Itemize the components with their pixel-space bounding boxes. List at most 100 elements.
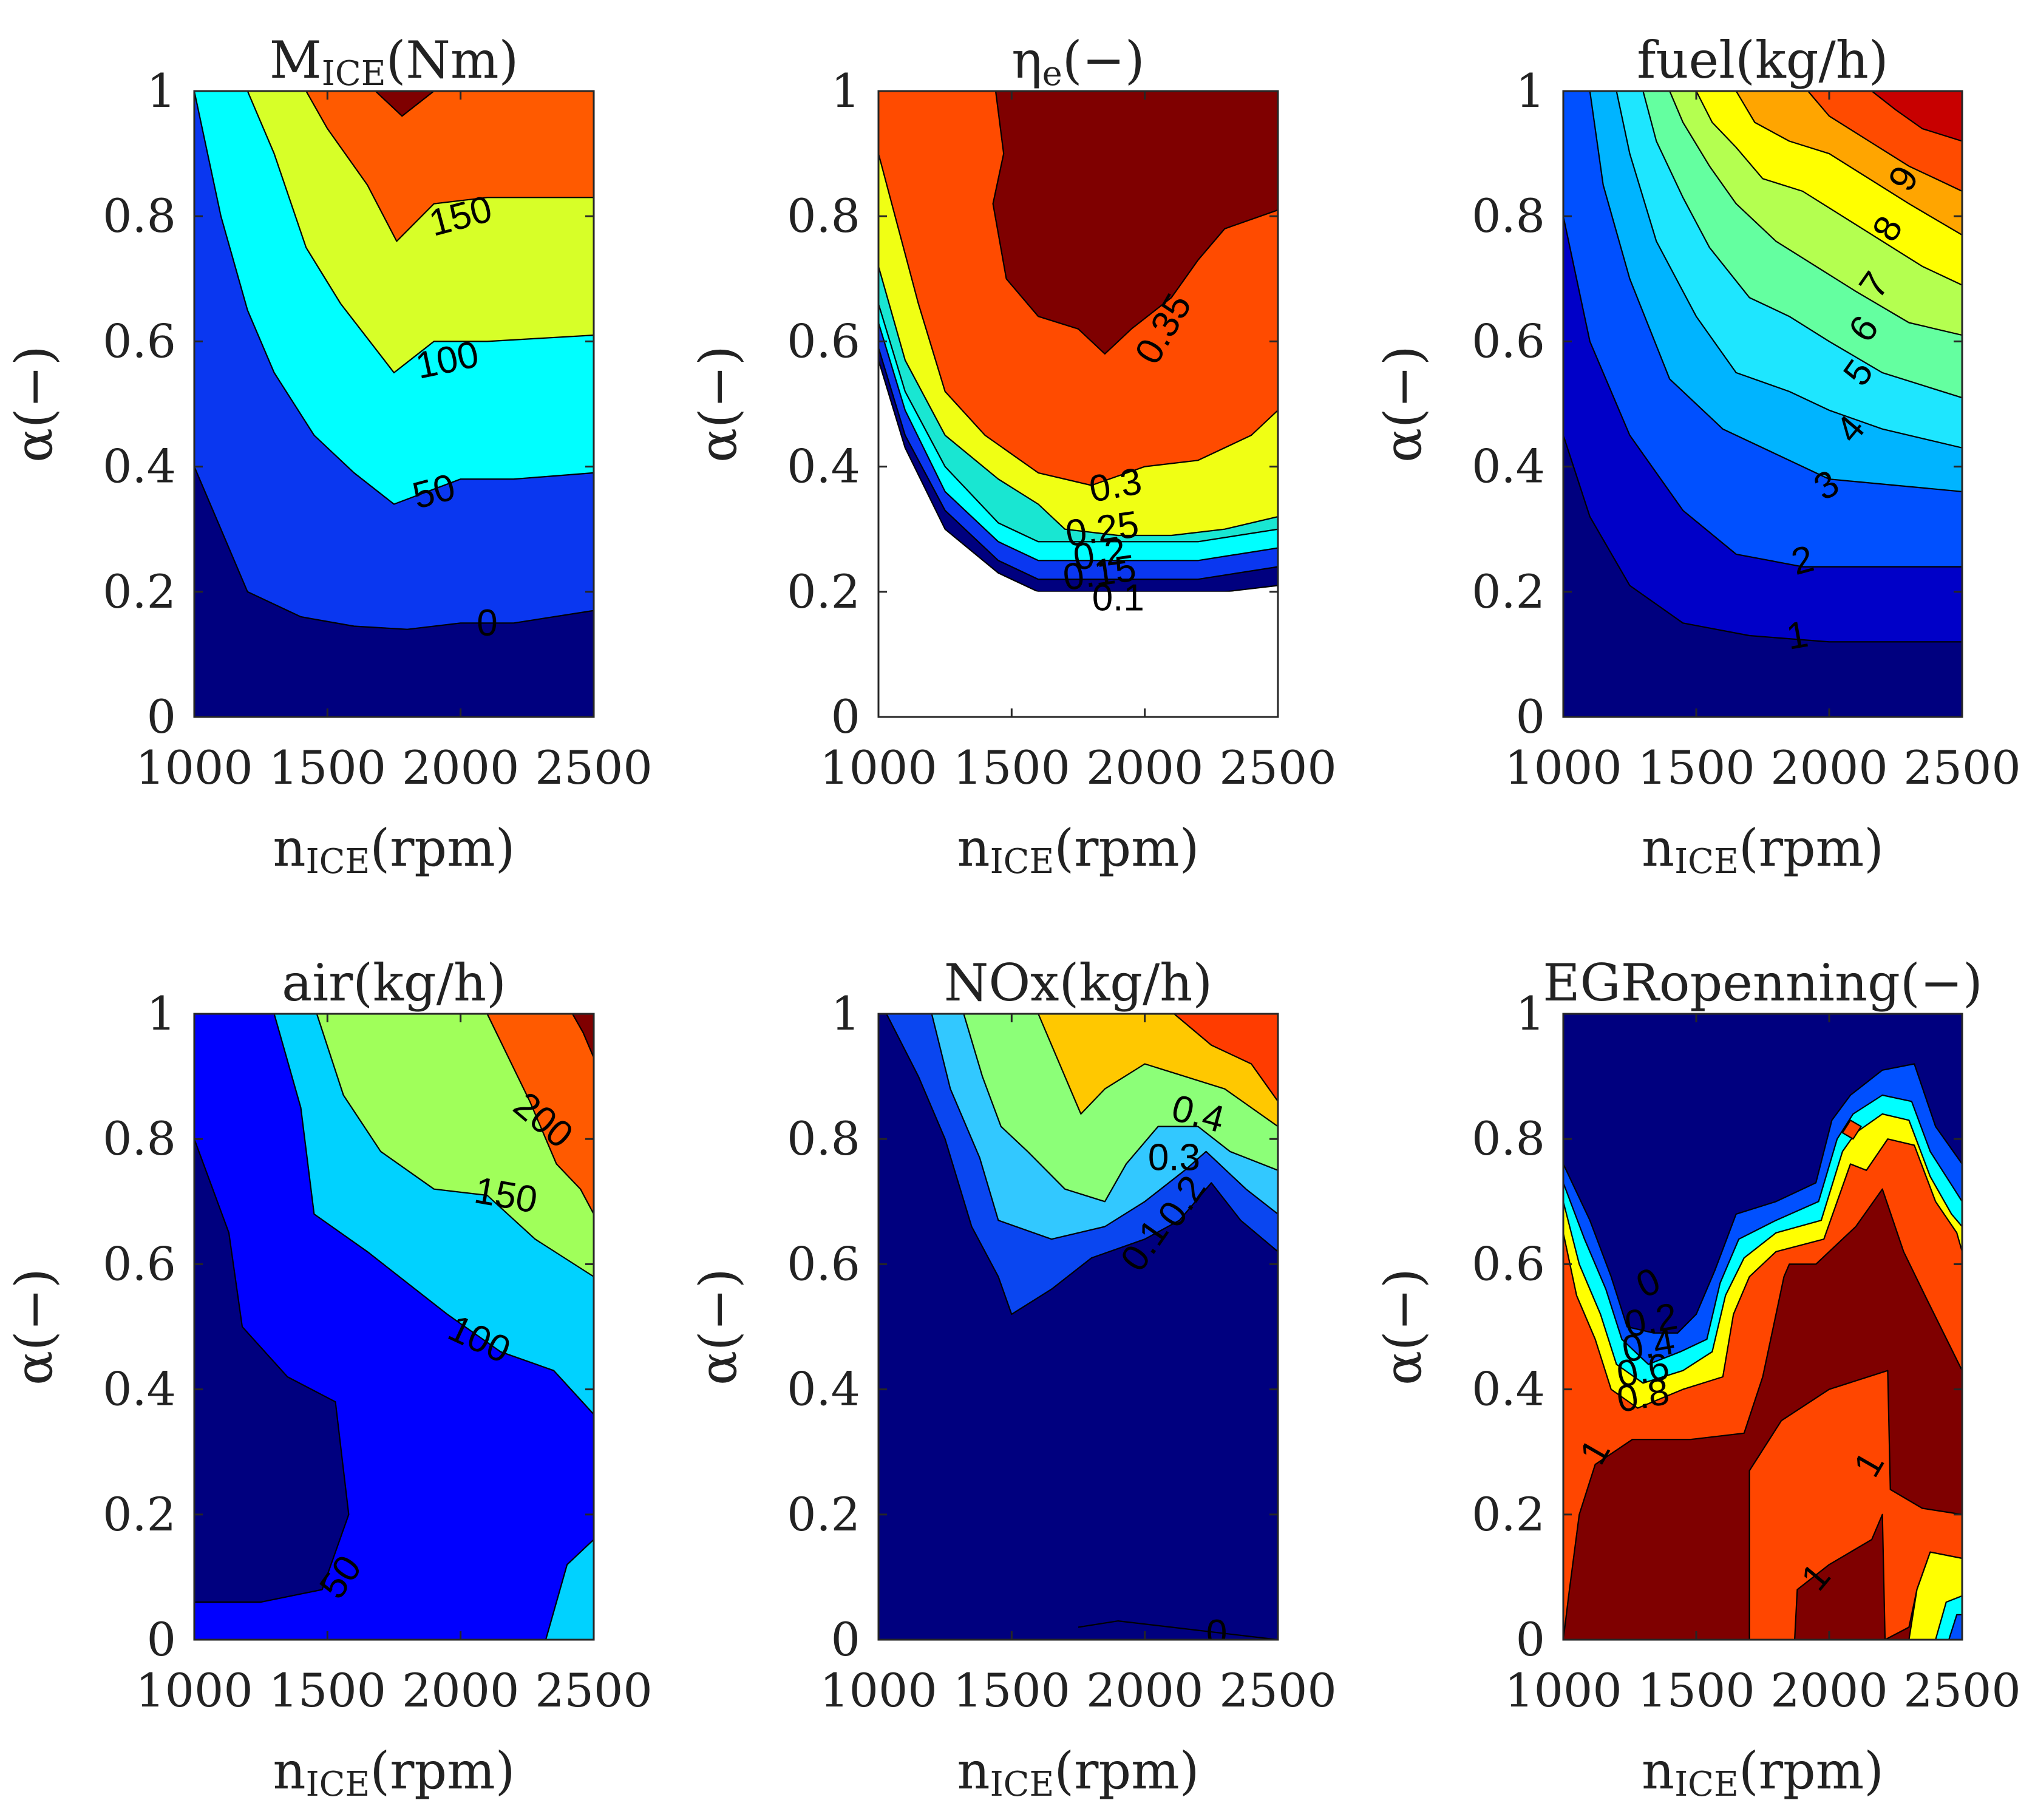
contour-label: 0.25 xyxy=(1063,503,1141,555)
contour-label: 0.2 xyxy=(1071,530,1129,579)
y-tick-label: 0.2 xyxy=(787,565,860,619)
x-axis-label: nICE(rpm) xyxy=(273,1741,515,1804)
contour-region-4 xyxy=(305,91,594,242)
y-tick-label: 0 xyxy=(1516,690,1545,744)
chart-title-rest: (Nm) xyxy=(386,30,519,90)
x-axis-label-main: n xyxy=(957,818,990,878)
contour-region-2 xyxy=(1794,1513,1962,1640)
x-axis-label-rest: (rpm) xyxy=(1739,818,1884,878)
x-axis-label-rest: (rpm) xyxy=(1054,818,1199,878)
x-axis-label-main: n xyxy=(273,1741,305,1801)
x-tick-label: 1000 xyxy=(135,1663,253,1717)
chart-title-rest: (−) xyxy=(1062,30,1145,90)
y-tick-label: 0.8 xyxy=(1472,189,1545,243)
contour-label: 0.1 xyxy=(1092,577,1144,619)
x-axis-label-rest: (rpm) xyxy=(1739,1741,1884,1801)
contour-region-1 xyxy=(1563,1188,1962,1640)
x-axis-label: nICE(rpm) xyxy=(1642,818,1884,881)
contour-region-5 xyxy=(486,1014,594,1215)
chart-title-subscript: ICE xyxy=(322,54,386,93)
x-axis-label-subscript: ICE xyxy=(306,842,370,881)
y-tick-label: 0 xyxy=(831,1612,860,1666)
y-axis-label: α(−) xyxy=(688,345,748,463)
chart-title-main: EGRopenning(−) xyxy=(1543,953,1983,1013)
axes-frame xyxy=(1562,90,1963,718)
x-tick-label: 2500 xyxy=(1903,1663,2020,1717)
x-tick-label: 1500 xyxy=(1637,1663,1755,1717)
axes-frame xyxy=(193,1013,595,1641)
x-tick-label: 2500 xyxy=(535,1663,652,1717)
y-axis-label: α(−) xyxy=(4,345,64,463)
x-tick-label: 2500 xyxy=(535,741,652,795)
y-axis-label: α(−) xyxy=(1373,345,1433,463)
chart-title-main: η xyxy=(1011,30,1042,90)
chart-title: EGRopenning(−) xyxy=(1543,953,1983,1013)
x-axis-label-subscript: ICE xyxy=(1674,842,1739,881)
x-tick-label: 2000 xyxy=(402,1663,519,1717)
x-axis-label-rest: (rpm) xyxy=(370,818,515,878)
x-axis-label: nICE(rpm) xyxy=(273,818,515,881)
plot-area: 0.40.30.20.10 xyxy=(878,1014,1278,1640)
y-tick-label: 0.6 xyxy=(103,1237,176,1291)
contour-label: 0.15 xyxy=(1061,547,1139,599)
chart-title-subscript: e xyxy=(1042,54,1062,93)
contour-label: 0.3 xyxy=(1148,1137,1200,1179)
contour-label: 0.4 xyxy=(1619,1320,1678,1371)
y-tick-label: 0.8 xyxy=(1472,1112,1545,1166)
x-axis-label-subscript: ICE xyxy=(306,1765,370,1804)
x-tick-label: 2000 xyxy=(1086,741,1203,795)
contour-label: 0.6 xyxy=(1614,1345,1673,1396)
x-tick-label: 2000 xyxy=(1086,1663,1203,1717)
contour-label: 0.8 xyxy=(1614,1370,1673,1421)
x-axis-label-subscript: ICE xyxy=(990,1765,1055,1804)
x-tick-label: 1500 xyxy=(269,741,386,795)
y-tick-label: 0.4 xyxy=(1472,440,1545,494)
y-tick-label: 0.2 xyxy=(1472,1487,1545,1541)
axes-frame xyxy=(193,90,595,718)
contour-label: 0.3 xyxy=(1086,460,1145,511)
x-tick-label: 1000 xyxy=(1504,741,1622,795)
y-tick-label: 0.4 xyxy=(1472,1362,1545,1416)
contour-line-0 xyxy=(1078,1620,1278,1640)
x-axis-label: nICE(rpm) xyxy=(1642,1741,1884,1804)
contour-label: 0 xyxy=(477,602,497,644)
x-axis-label-main: n xyxy=(1642,1741,1674,1801)
x-tick-label: 2000 xyxy=(402,741,519,795)
chart-title-main: fuel(kg/h) xyxy=(1637,30,1888,90)
x-axis-label-rest: (rpm) xyxy=(1054,1741,1199,1801)
y-tick-label: 1 xyxy=(147,986,176,1041)
x-tick-label: 2000 xyxy=(1770,1663,1887,1717)
axes-frame xyxy=(877,1013,1279,1641)
plot-area: 0.350.30.250.20.150.1 xyxy=(878,91,1278,717)
y-tick-label: 0.8 xyxy=(787,1112,860,1166)
plot-area: 00.20.40.60.81 11 xyxy=(1563,1014,1962,1640)
y-tick-label: 1 xyxy=(147,64,176,118)
contour-region-11 xyxy=(1948,1614,1962,1640)
contour-label: 50 xyxy=(409,466,460,517)
contour-region-7 xyxy=(1563,1014,1962,1334)
x-tick-label: 1500 xyxy=(953,741,1070,795)
y-tick-label: 1 xyxy=(831,986,860,1041)
axes-frame xyxy=(877,90,1279,718)
y-tick-label: 0.6 xyxy=(787,1237,860,1291)
axes-frame xyxy=(1562,1013,1963,1641)
x-tick-label: 2500 xyxy=(1219,1663,1336,1717)
chart-title-main: M xyxy=(270,30,322,90)
y-tick-label: 0 xyxy=(831,690,860,744)
x-tick-label: 1500 xyxy=(269,1663,386,1717)
x-tick-label: 1500 xyxy=(1637,741,1755,795)
chart-title: fuel(kg/h) xyxy=(1637,30,1888,90)
y-tick-label: 0.2 xyxy=(787,1487,860,1541)
y-tick-label: 0.8 xyxy=(103,1112,176,1166)
undefined-region xyxy=(878,391,1278,717)
y-tick-label: 0.2 xyxy=(103,565,176,619)
